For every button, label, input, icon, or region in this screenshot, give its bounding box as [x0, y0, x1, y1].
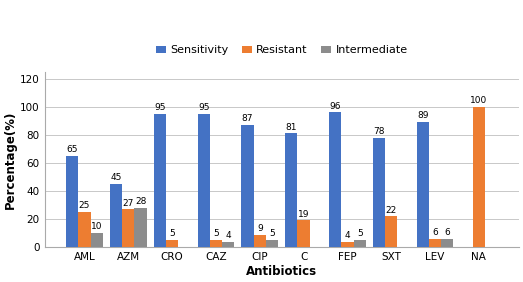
Text: 4: 4 [345, 231, 350, 240]
X-axis label: Antibiotics: Antibiotics [246, 265, 317, 278]
Text: 89: 89 [417, 111, 428, 120]
Bar [298, 221, 310, 247]
Y-axis label: Percentage(%): Percentage(%) [4, 110, 17, 209]
Text: 78: 78 [373, 127, 385, 136]
Bar [134, 208, 147, 247]
Bar [373, 138, 385, 247]
Text: 27: 27 [123, 199, 134, 208]
Bar [254, 235, 266, 247]
Bar [473, 107, 485, 247]
Legend: Sensitivity, Resistant, Intermediate: Sensitivity, Resistant, Intermediate [156, 45, 407, 56]
Bar [429, 239, 441, 247]
Text: 5: 5 [169, 230, 175, 239]
Text: 6: 6 [445, 228, 450, 237]
Text: 96: 96 [329, 102, 341, 111]
Bar [122, 209, 134, 247]
Bar [385, 216, 397, 247]
Text: 19: 19 [298, 210, 309, 219]
Bar [78, 212, 90, 247]
Bar [154, 114, 166, 247]
Bar [166, 240, 178, 247]
Text: 6: 6 [432, 228, 438, 237]
Bar [266, 240, 278, 247]
Text: 5: 5 [357, 230, 362, 239]
Bar [210, 240, 222, 247]
Bar [441, 239, 453, 247]
Text: 95: 95 [198, 103, 209, 112]
Text: 5: 5 [213, 230, 219, 239]
Text: 100: 100 [470, 96, 487, 105]
Bar [222, 242, 234, 247]
Text: 95: 95 [154, 103, 166, 112]
Bar [342, 242, 354, 247]
Bar [242, 125, 254, 247]
Text: 65: 65 [66, 145, 78, 154]
Text: 28: 28 [135, 197, 146, 206]
Text: 5: 5 [269, 230, 275, 239]
Bar [285, 133, 298, 247]
Text: 9: 9 [257, 224, 263, 233]
Text: 81: 81 [286, 123, 297, 132]
Bar [66, 156, 78, 247]
Bar [354, 240, 366, 247]
Text: 10: 10 [91, 222, 103, 232]
Text: 87: 87 [242, 114, 253, 123]
Text: 25: 25 [79, 201, 90, 210]
Bar [329, 112, 342, 247]
Text: 4: 4 [225, 231, 231, 240]
Bar [110, 184, 122, 247]
Text: 22: 22 [385, 206, 397, 215]
Text: 45: 45 [110, 173, 122, 182]
Bar [198, 114, 210, 247]
Bar [90, 233, 103, 247]
Bar [417, 122, 429, 247]
